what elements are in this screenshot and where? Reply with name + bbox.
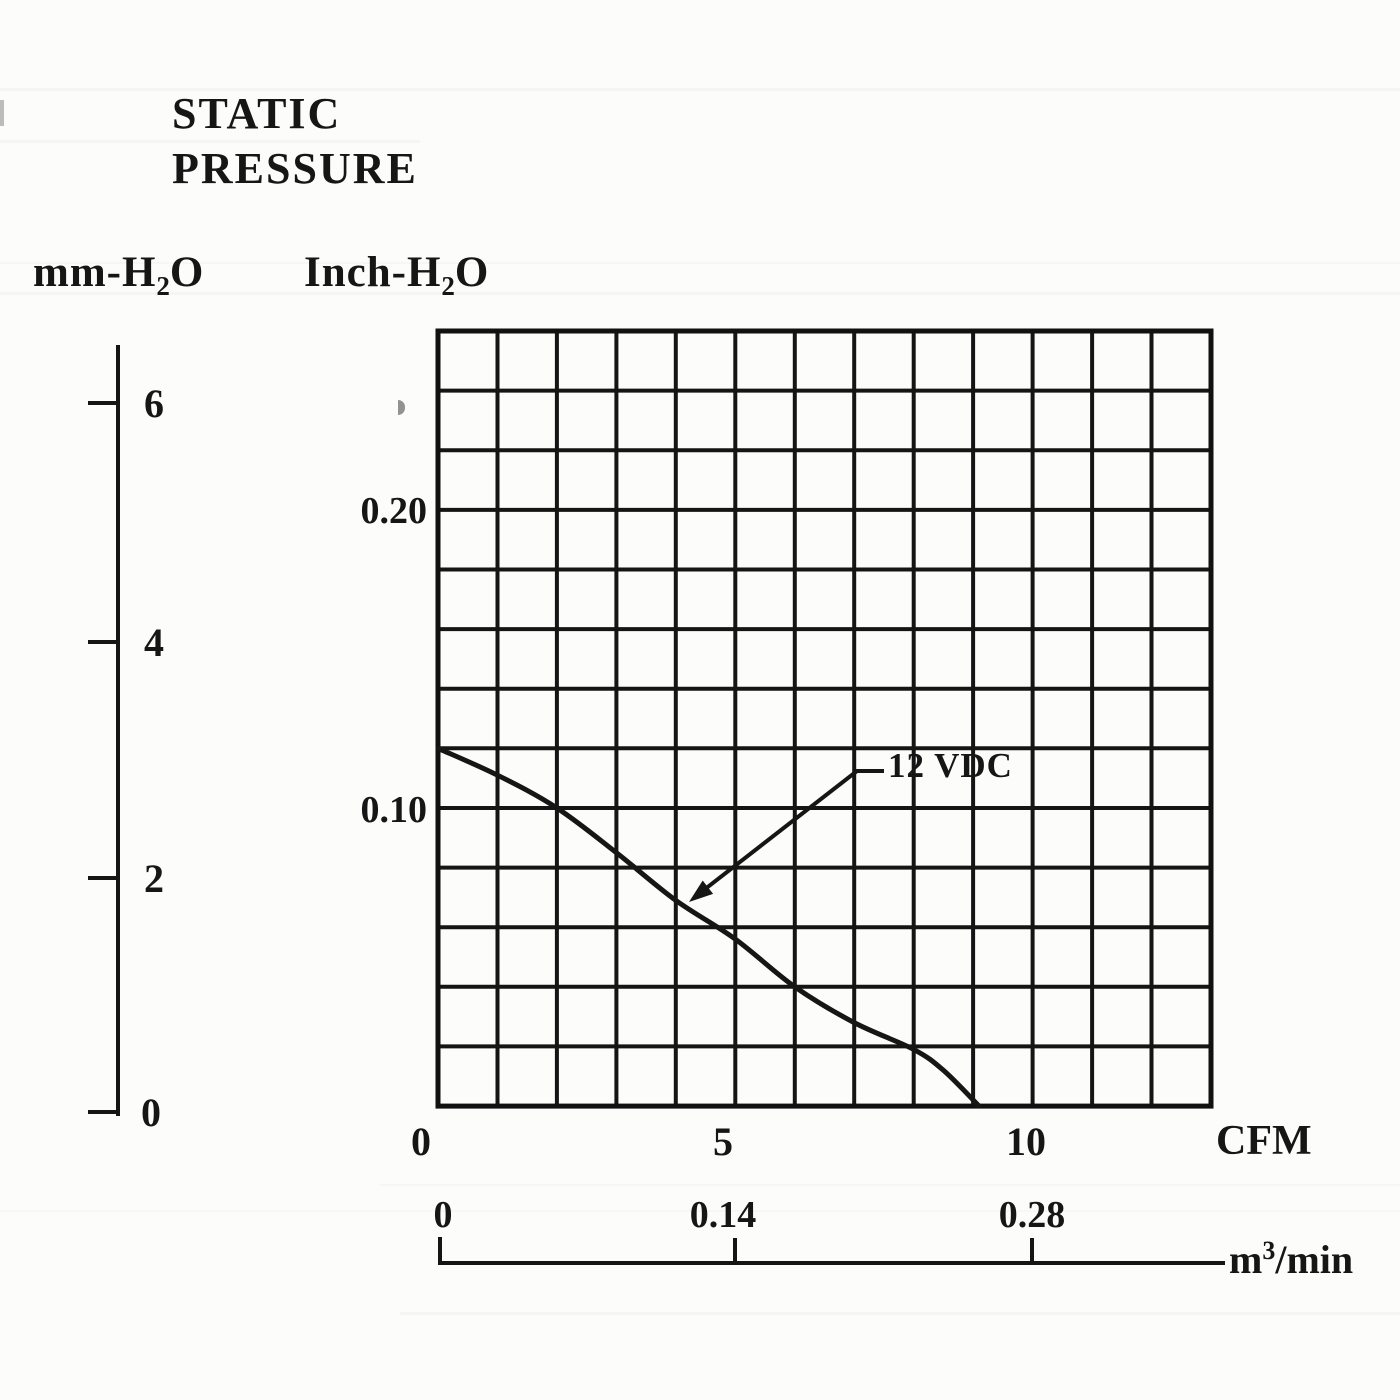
mm-label-post: O [169, 249, 205, 296]
mm-label-subscript: 2 [156, 271, 170, 301]
mm-tick-2: 2 [144, 856, 164, 901]
cfm-unit-label: CFM [1216, 1118, 1312, 1164]
m3min-tick-0: 0 [433, 1194, 453, 1236]
cfm-tick-10: 10 [1006, 1119, 1046, 1164]
m3min-scale-axis [438, 1237, 1225, 1265]
mm-tick-6: 6 [144, 381, 164, 426]
mm-tick-0: 0 [141, 1090, 161, 1135]
chart-title-line1: STATIC [172, 89, 342, 138]
fan-curve-12vdc [435, 745, 982, 1109]
mm-label-pre: mm-H [33, 249, 157, 296]
inch-label-subscript: 2 [441, 271, 455, 301]
m3min-unit-pre: m [1229, 1237, 1263, 1282]
m3min-unit-label: m3/min [1229, 1236, 1353, 1283]
grid-lines [435, 328, 1214, 1109]
cfm-tick-5: 5 [713, 1119, 733, 1164]
m3min-unit-superscript: 3 [1262, 1236, 1276, 1265]
inch-tick-010: 0.10 [360, 789, 428, 831]
curve-label-12vdc: 12 VDC [888, 746, 1013, 785]
annotation-arrow [689, 769, 884, 902]
chart-title-line2: PRESSURE [172, 144, 418, 193]
inch-label-pre: Inch-H [304, 249, 442, 296]
inch-label-post: O [454, 249, 490, 296]
cfm-tick-0: 0 [411, 1119, 431, 1164]
m3min-unit-post: /min [1275, 1237, 1354, 1282]
m3min-tick-028: 0.28 [998, 1194, 1066, 1236]
m3min-tick-014: 0.14 [689, 1194, 757, 1236]
inch-tick-020: 0.20 [360, 490, 428, 532]
inch-h2o-axis-label: Inch-H2O [304, 248, 490, 301]
mm-h2o-scale-axis [88, 345, 120, 1116]
mm-h2o-axis-label: mm-H2O [33, 248, 205, 301]
mm-tick-4: 4 [144, 620, 164, 665]
